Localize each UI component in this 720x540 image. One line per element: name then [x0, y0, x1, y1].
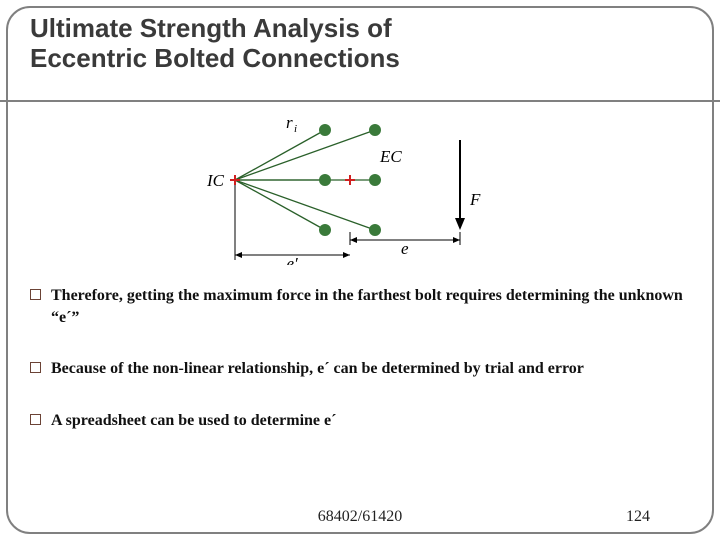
- bullet-text-1: Therefore, getting the maximum force in …: [51, 287, 683, 326]
- bullet-list: Therefore, getting the maximum force in …: [30, 285, 690, 461]
- svg-text:EC: EC: [379, 147, 402, 166]
- svg-text:e′: e′: [287, 254, 299, 265]
- svg-text:r: r: [286, 113, 293, 132]
- svg-text:F: F: [469, 190, 481, 209]
- footer-course-code: 68402/61420: [0, 508, 720, 526]
- bullet-box-icon: [30, 289, 41, 300]
- bullet-item: Therefore, getting the maximum force in …: [30, 285, 690, 328]
- bullet-text-3: A spreadsheet can be used to determine e…: [51, 412, 336, 429]
- svg-text:IC: IC: [206, 171, 225, 190]
- bullet-item: Because of the non-linear relationship, …: [30, 358, 690, 380]
- svg-text:e: e: [401, 239, 409, 258]
- bullet-box-icon: [30, 362, 41, 373]
- title-rule: [0, 100, 720, 102]
- bullet-item: A spreadsheet can be used to determine e…: [30, 410, 690, 432]
- footer-page-number: 124: [626, 508, 650, 526]
- bullet-box-icon: [30, 414, 41, 425]
- svg-text:i: i: [294, 123, 297, 135]
- bullet-text-2: Because of the non-linear relationship, …: [51, 360, 584, 377]
- bolt-diagram: ICECriFee′: [200, 110, 520, 260]
